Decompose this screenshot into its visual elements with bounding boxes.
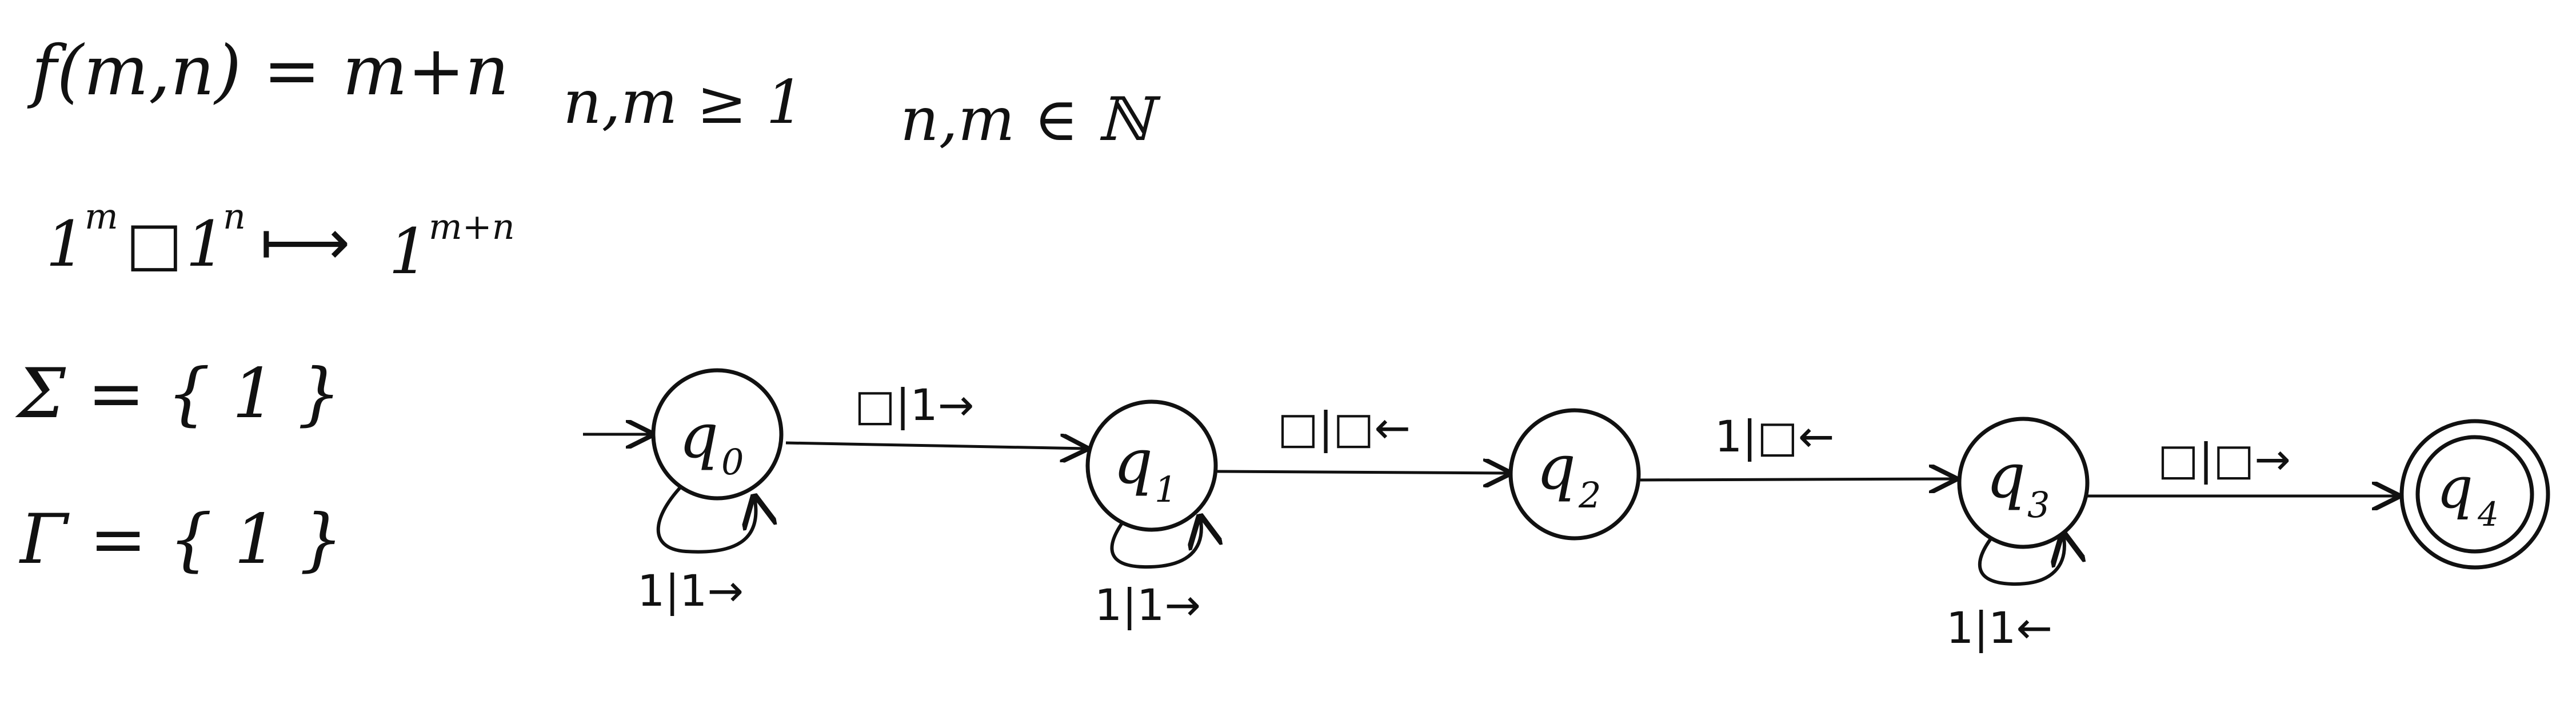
- self-loop-q0: [656, 477, 756, 554]
- mapping-exponent-m-plus-n: m+n: [429, 206, 515, 247]
- state-q2-symbol: q: [1536, 432, 1576, 503]
- domain-condition: n,m ≥ 1: [563, 67, 804, 137]
- state-q3-subscript: 3: [2027, 484, 2050, 526]
- self-loop-q1: [1110, 506, 1201, 569]
- function-definition: f(m,n) = m+n: [27, 31, 509, 111]
- mapping-output: 1: [389, 215, 429, 288]
- state-q3: q 3: [1957, 417, 2090, 549]
- mapping-blank-symbol: □: [126, 209, 182, 278]
- transition-label-q3-q4: □|□→: [2158, 434, 2291, 485]
- definitions-block: f(m,n) = m+n n,m ≥ 1 n,m ∈ ℕ 1 m □ 1 n ⟼…: [15, 31, 1161, 579]
- self-loop-label-q3: 1|1←: [1946, 602, 2052, 654]
- state-q4-accepting: q 4: [2399, 419, 2550, 570]
- state-q4-subscript: 4: [2477, 495, 2499, 534]
- mapping-exponent-m: m: [85, 195, 118, 237]
- maps-to-arrow: ⟼: [260, 206, 350, 279]
- input-alphabet-definition: Σ = { 1 }: [15, 354, 341, 434]
- tape-alphabet-definition: Γ = { 1 }: [19, 500, 343, 579]
- natural-number-membership: n,m ∈ ℕ: [900, 85, 1161, 154]
- state-q4-symbol: q: [2437, 454, 2473, 521]
- state-q1-subscript: 1: [1155, 469, 1177, 510]
- mapping-expression: 1 m □ 1 n ⟼ 1 m+n: [46, 195, 515, 288]
- transition-label-q2-q3: 1|□←: [1715, 411, 1834, 462]
- state-q1-symbol: q: [1113, 426, 1153, 498]
- self-loop-label-q1: 1|1→: [1095, 579, 1201, 631]
- self-loop-q3: [1978, 530, 2064, 586]
- edge-q1-q2: [1217, 471, 1509, 473]
- transition-label-q0-q1: □|1→: [854, 379, 974, 431]
- transition-label-q1-q2: □|□←: [1277, 402, 1411, 454]
- state-q0-symbol: q: [679, 401, 718, 472]
- state-q3-symbol: q: [1986, 441, 2026, 512]
- edge-q2-q3: [1640, 479, 1955, 480]
- mapping-input-a: 1: [46, 207, 86, 281]
- state-q2: q 2: [1508, 408, 1641, 541]
- state-q2-subscript: 2: [1578, 474, 1601, 516]
- state-q0-subscript: 0: [721, 441, 744, 483]
- state-q0: q 0: [651, 368, 784, 501]
- mapping-input-b: 1: [186, 207, 226, 281]
- mapping-exponent-n: n: [223, 195, 246, 237]
- state-diagram: q 0 q 1 q 2 q 3 q 4 □|1→ □|□← 1|□← □|□→: [583, 368, 2550, 654]
- edge-q0-q1: [785, 443, 1086, 449]
- state-q1: q 1: [1085, 399, 1218, 532]
- self-loop-label-q0: 1|1→: [637, 565, 744, 617]
